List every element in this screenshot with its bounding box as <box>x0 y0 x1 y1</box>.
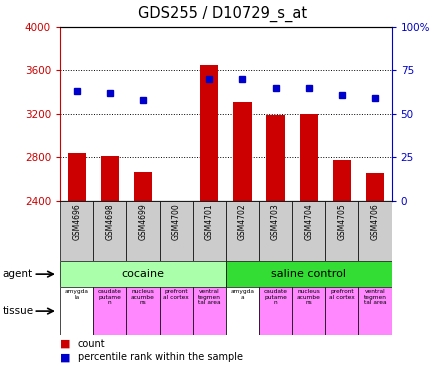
Bar <box>359 287 392 335</box>
Bar <box>200 65 218 201</box>
Text: nucleus
acumbe
ns: nucleus acumbe ns <box>131 289 155 305</box>
Text: caudate
putame
n: caudate putame n <box>98 289 122 305</box>
Text: tissue: tissue <box>2 306 33 316</box>
Text: agent: agent <box>2 269 32 279</box>
Bar <box>292 201 325 261</box>
Text: GSM4705: GSM4705 <box>337 203 346 240</box>
Text: ventral
tegmen
tal area: ventral tegmen tal area <box>364 289 386 305</box>
Text: nucleus
acumbe
ns: nucleus acumbe ns <box>297 289 321 305</box>
Text: GSM4696: GSM4696 <box>72 203 81 240</box>
Bar <box>226 287 259 335</box>
Bar <box>101 156 119 201</box>
Text: GSM4706: GSM4706 <box>371 203 380 240</box>
Bar <box>134 172 152 201</box>
Text: GDS255 / D10729_s_at: GDS255 / D10729_s_at <box>138 6 307 22</box>
Bar <box>267 115 285 201</box>
Text: saline control: saline control <box>271 269 346 279</box>
Text: GSM4698: GSM4698 <box>105 203 114 240</box>
Bar <box>160 201 193 261</box>
Text: GSM4701: GSM4701 <box>205 203 214 240</box>
Bar <box>325 287 359 335</box>
Bar <box>366 173 384 201</box>
Bar <box>93 287 126 335</box>
Text: amygda
a: amygda a <box>231 289 255 299</box>
Bar <box>299 114 318 201</box>
Bar <box>359 201 392 261</box>
Text: prefront
al cortex: prefront al cortex <box>329 289 355 299</box>
Bar <box>259 287 292 335</box>
Text: ■: ■ <box>60 339 71 348</box>
Text: amygda
la: amygda la <box>65 289 89 299</box>
Bar <box>60 261 226 287</box>
Text: percentile rank within the sample: percentile rank within the sample <box>78 352 243 362</box>
Bar <box>259 201 292 261</box>
Bar <box>193 287 226 335</box>
Bar <box>226 201 259 261</box>
Bar <box>60 201 93 261</box>
Text: GSM4699: GSM4699 <box>138 203 147 240</box>
Bar <box>325 201 359 261</box>
Text: ventral
tegmen
tal area: ventral tegmen tal area <box>198 289 221 305</box>
Bar <box>68 153 86 201</box>
Text: GSM4702: GSM4702 <box>238 203 247 240</box>
Text: count: count <box>78 339 105 348</box>
Text: GSM4704: GSM4704 <box>304 203 313 240</box>
Bar <box>233 102 251 201</box>
Text: cocaine: cocaine <box>121 269 165 279</box>
Text: prefront
al cortex: prefront al cortex <box>163 289 189 299</box>
Bar <box>93 201 126 261</box>
Bar <box>292 287 325 335</box>
Bar <box>60 287 93 335</box>
Text: GSM4700: GSM4700 <box>172 203 181 240</box>
Bar <box>126 201 160 261</box>
Text: ■: ■ <box>60 352 71 362</box>
Text: caudate
putame
n: caudate putame n <box>263 289 287 305</box>
Bar <box>333 160 351 201</box>
Bar <box>226 261 392 287</box>
Bar <box>193 201 226 261</box>
Text: GSM4703: GSM4703 <box>271 203 280 240</box>
Bar <box>126 287 160 335</box>
Bar <box>160 287 193 335</box>
